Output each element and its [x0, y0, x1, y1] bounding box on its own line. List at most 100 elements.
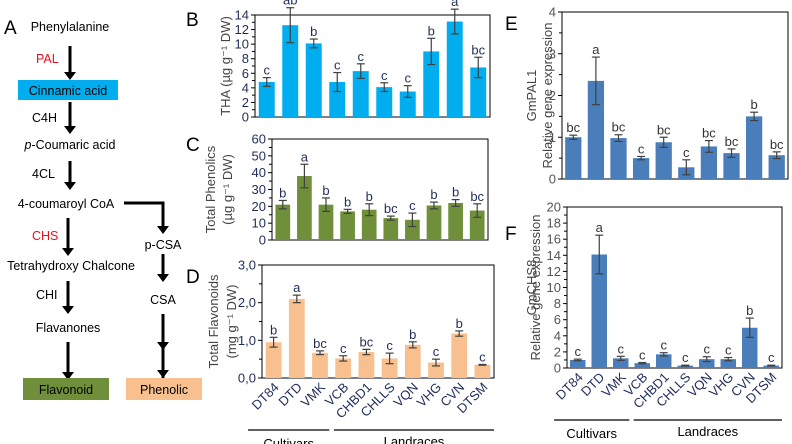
y-axis-label: Relative gene expression: [540, 23, 555, 169]
bar-vqn: [700, 146, 718, 179]
node-cinnamic-acid: Cinnamic acid: [29, 84, 108, 98]
bar-vqn: [405, 219, 420, 240]
y-tick-label: 18: [547, 216, 561, 231]
y-tick-label: 12: [235, 22, 249, 37]
significance-letter: b: [344, 194, 351, 209]
y-tick-label: 60: [252, 132, 266, 147]
bar-dtsm: [470, 67, 487, 117]
y-tick-label: 2,0: [238, 295, 256, 310]
significance-letter: bc: [384, 201, 398, 216]
significance-letter: c: [433, 344, 440, 359]
bar-vcb: [634, 363, 650, 368]
significance-letter: b: [452, 185, 459, 200]
significance-letter: b: [270, 322, 277, 337]
x-tick-label: VHG: [414, 380, 445, 411]
significance-letter: c: [704, 342, 711, 357]
bar-chbd1: [358, 352, 375, 378]
enzyme-chs: CHS: [32, 229, 58, 243]
bar-chbd1: [352, 71, 369, 117]
significance-letter: b: [279, 185, 286, 200]
significance-letter: bc: [770, 137, 784, 152]
y-axis-label: Relative gene expression: [528, 215, 543, 361]
bar-vcb: [340, 211, 355, 240]
significance-letter: c: [683, 145, 690, 160]
bar-dt84: [570, 359, 586, 368]
bar-cvn: [446, 21, 463, 117]
y-tick-label: 20: [547, 200, 561, 215]
y-tick-label: 0: [549, 172, 556, 187]
panel-letter-d: D: [186, 267, 200, 288]
panel-letter-e: E: [505, 14, 518, 35]
box-cinnamic-acid: [18, 80, 118, 100]
y-tick-label: 10: [547, 280, 561, 295]
y-axis-label-units: (µg g⁻¹ DW): [220, 154, 235, 225]
bar-dtsm: [469, 210, 485, 240]
panel-letter-f: F: [505, 224, 517, 245]
significance-letter: c: [405, 71, 412, 86]
significance-letter: a: [451, 0, 459, 9]
bar-dtsm: [763, 365, 779, 368]
y-tick-label: 2: [242, 95, 249, 110]
significance-letter: bc: [657, 122, 671, 137]
significance-letter: c: [479, 349, 486, 364]
significance-letter: bc: [725, 134, 739, 149]
significance-letter: c: [682, 350, 689, 365]
y-tick-label: 2: [554, 344, 561, 359]
significance-letter: bc: [360, 334, 374, 349]
bar-dt84: [258, 82, 275, 117]
bar-vcb: [632, 158, 650, 179]
group-label-landraces: Landraces: [677, 424, 738, 439]
y-tick-label: 2: [549, 88, 556, 103]
significance-letter: a: [592, 42, 600, 57]
significance-letter: c: [386, 338, 393, 353]
significance-letter: c: [334, 58, 341, 73]
significance-letter: bc: [612, 120, 626, 135]
group-label-cultivars: Cultivars: [263, 436, 314, 444]
significance-letter: a: [301, 149, 309, 164]
significance-letter: b: [366, 189, 373, 204]
significance-letter: c: [639, 348, 646, 363]
bar-vcb: [329, 82, 346, 117]
arrowhead-icon: [157, 342, 169, 350]
bar-dt84: [265, 342, 282, 378]
node-csa: CSA: [150, 293, 176, 307]
significance-letter: bc: [471, 42, 485, 57]
x-tick-label: VQN: [390, 380, 421, 411]
node-p-coumaric-acid: p-Coumaric acid: [23, 138, 115, 152]
y-tick-label: 8: [242, 51, 249, 66]
arrowhead-icon: [157, 226, 169, 234]
y-tick-label: 10: [252, 216, 266, 231]
significance-letter: c: [381, 68, 388, 83]
bar-chbd1: [656, 354, 672, 368]
bar-dt84: [275, 204, 291, 240]
bar-dtsm: [474, 364, 491, 378]
y-axis-label: THA (µg g⁻¹ DW): [218, 16, 233, 116]
y-axis-label: Total Phenolics: [203, 145, 218, 233]
significance-letter: c: [575, 344, 582, 359]
significance-letter: c: [661, 338, 668, 353]
bar-dtd: [288, 298, 305, 378]
y-axis-label: Total Flavonoids: [206, 274, 221, 368]
arrowhead-icon: [64, 72, 76, 80]
bar-cvn: [451, 333, 468, 378]
significance-letter: c: [358, 49, 365, 64]
node-phenolic: Phenolic: [140, 383, 188, 397]
bar-vmk: [305, 43, 322, 117]
y-tick-label: 16: [547, 232, 561, 247]
bar-vmk: [613, 358, 629, 368]
significance-letter: c: [264, 63, 271, 78]
y-tick-label: 6: [554, 312, 561, 327]
bar-dtsm: [768, 155, 785, 179]
y-tick-label: 20: [252, 199, 266, 214]
bar-chlls: [677, 365, 693, 368]
panel-letter-c: C: [186, 135, 200, 156]
significance-letter: b: [746, 303, 753, 318]
y-tick-label: 40: [252, 165, 266, 180]
y-tick-label: 1,0: [238, 333, 256, 348]
bar-vhg: [720, 359, 736, 368]
y-tick-label: 4: [242, 80, 249, 95]
y-tick-label: 0,0: [238, 371, 256, 386]
